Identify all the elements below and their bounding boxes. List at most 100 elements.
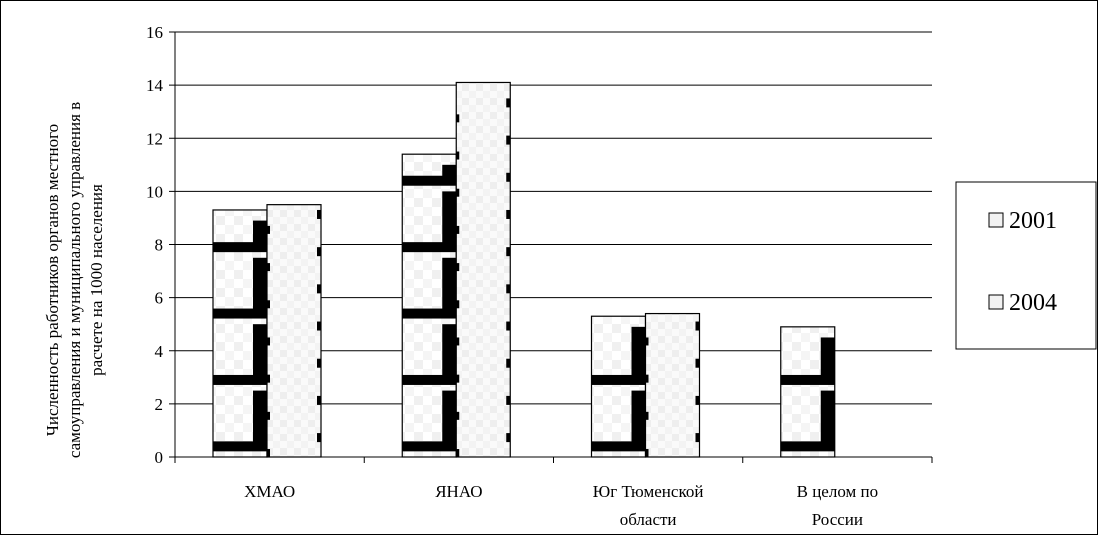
bar-dash	[506, 395, 511, 405]
bar-dash	[317, 433, 321, 443]
x-category-label: ЯНАО	[435, 482, 482, 501]
bar-edge	[442, 191, 457, 250]
x-category-label: В целом по	[797, 482, 879, 501]
bar-dash	[645, 411, 649, 420]
bar-2001-1	[401, 153, 457, 458]
bar-dash	[695, 358, 700, 368]
bar-dash	[456, 114, 460, 123]
bar-band	[402, 308, 457, 319]
bar-dash	[695, 395, 700, 405]
legend-label: 2001	[1009, 208, 1057, 234]
legend-label: 2004	[1009, 290, 1057, 316]
bar-dash	[456, 151, 460, 160]
bar-dash	[317, 247, 321, 257]
bar-2001-3	[780, 326, 836, 458]
bar-dash	[456, 300, 460, 309]
y-tick-label: 2	[155, 395, 164, 414]
y-tick-label: 4	[155, 342, 164, 361]
legend: 2001 2004	[955, 181, 1097, 350]
x-category-label: Юг Тюменской	[593, 482, 704, 501]
bar-dash	[456, 449, 460, 458]
bar-2004-2	[644, 312, 701, 458]
bar-band	[402, 441, 457, 452]
bar-dash	[506, 209, 511, 219]
bar-dash	[456, 225, 460, 234]
legend-swatch	[988, 212, 1004, 228]
bar-dash	[456, 263, 460, 272]
bar-band	[402, 242, 457, 253]
bar-edge	[253, 390, 267, 450]
bar-edge	[253, 257, 267, 317]
x-category-label: области	[620, 510, 677, 529]
bar-band	[213, 441, 267, 452]
bar-edge	[631, 326, 646, 383]
bar-dash	[267, 263, 270, 272]
y-axis-label-line: Численность работников органов местного	[43, 124, 62, 436]
y-tick-label: 14	[146, 76, 164, 95]
bar-dash	[456, 188, 460, 197]
y-tick-label: 8	[155, 236, 164, 255]
y-tick-label: 12	[146, 129, 163, 148]
bar-edge	[253, 220, 267, 250]
bar-dash	[506, 98, 511, 108]
bar-dash	[267, 449, 270, 458]
bar-dash	[267, 337, 270, 346]
x-category-label: России	[812, 510, 863, 529]
bar-dash	[317, 321, 321, 331]
bar-dash	[506, 284, 511, 294]
y-tick-label: 0	[155, 448, 164, 467]
bar-dash	[506, 358, 511, 368]
bar-dash	[695, 321, 700, 331]
bar-dash	[317, 284, 321, 294]
bar-dash	[456, 337, 460, 346]
bar-dash	[506, 433, 511, 443]
bar-edge	[442, 324, 457, 383]
bars	[212, 81, 836, 458]
bar-dash	[267, 225, 270, 234]
bar-band	[591, 441, 646, 452]
bar-dash	[645, 374, 649, 383]
legend-swatch	[988, 294, 1004, 310]
bar-band	[780, 441, 835, 452]
y-tick-label: 16	[146, 23, 163, 42]
bar-band	[213, 242, 267, 253]
bar-band	[402, 175, 457, 186]
bar-dash	[456, 411, 460, 420]
y-tick-label: 6	[155, 289, 164, 308]
bar-2001-0	[212, 209, 268, 458]
bar-dash	[695, 433, 700, 443]
bar-rect	[266, 204, 322, 458]
y-tick-labels: 0 2 4 6 8 10 12 14 16	[146, 23, 175, 467]
bar-edge	[442, 164, 457, 184]
bar-edge	[820, 390, 835, 450]
bar-band	[780, 374, 835, 385]
bar-edge	[820, 337, 835, 383]
bar-dash	[506, 247, 511, 257]
bar-dash	[267, 300, 270, 309]
y-axis-label-line: расчете на 1000 населения	[87, 184, 106, 376]
x-category-labels: ХМАО ЯНАО Юг Тюменской области В целом по Рос…	[244, 482, 878, 529]
bar-2004-1	[455, 81, 511, 458]
bar-2004-0	[266, 204, 322, 458]
bar-2001-2	[590, 315, 647, 458]
bar-dash	[506, 135, 511, 145]
bar-edge	[442, 257, 457, 317]
x-category-label: ХМАО	[244, 482, 295, 501]
y-axis-label: Численность работников органов местного с…	[43, 102, 106, 458]
bar-band	[213, 374, 267, 385]
y-tick-label: 10	[146, 182, 163, 201]
bar-dash	[267, 411, 270, 420]
bar-dash	[645, 449, 649, 458]
bar-edge	[631, 390, 646, 450]
y-axis-label-line: самоуправления и муниципального управлен…	[65, 102, 84, 458]
bar-rect	[455, 81, 511, 458]
bar-dash	[506, 321, 511, 331]
bar-dash	[317, 395, 321, 405]
bar-band	[213, 308, 267, 319]
bar-dash	[317, 358, 321, 368]
bar-band	[591, 374, 646, 385]
bar-edge	[442, 390, 457, 450]
bar-edge	[253, 324, 267, 383]
